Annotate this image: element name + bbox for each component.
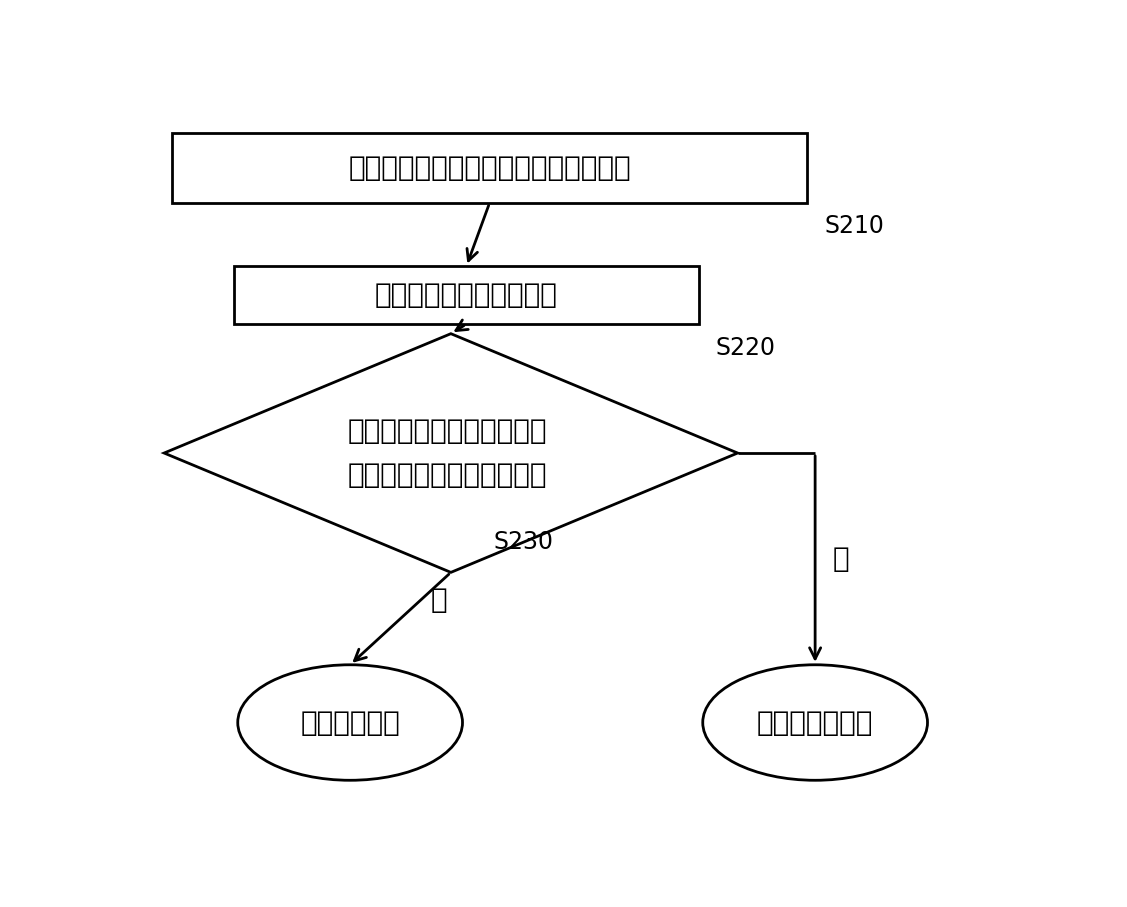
- Bar: [234, 267, 699, 324]
- Text: 判断输出新多模态数据所需: 判断输出新多模态数据所需: [347, 417, 547, 445]
- Bar: [172, 133, 807, 203]
- Text: 不可以并行输出: 不可以并行输出: [757, 708, 873, 736]
- Text: S230: S230: [494, 530, 553, 554]
- Text: 确定输出新多模态数据所需占用的硬件: 确定输出新多模态数据所需占用的硬件: [348, 154, 631, 182]
- Text: 否: 否: [431, 586, 447, 614]
- Text: 可以并行输出: 可以并行输出: [300, 708, 400, 736]
- Polygon shape: [165, 334, 738, 572]
- Ellipse shape: [703, 665, 928, 780]
- Text: S220: S220: [716, 336, 775, 359]
- Text: 确定当前的硬件占用情况: 确定当前的硬件占用情况: [375, 281, 558, 309]
- Text: 占用的硬件当前是否被占用: 占用的硬件当前是否被占用: [347, 461, 547, 489]
- Text: S210: S210: [825, 214, 885, 239]
- Text: 是: 是: [832, 545, 849, 573]
- Ellipse shape: [238, 665, 462, 780]
